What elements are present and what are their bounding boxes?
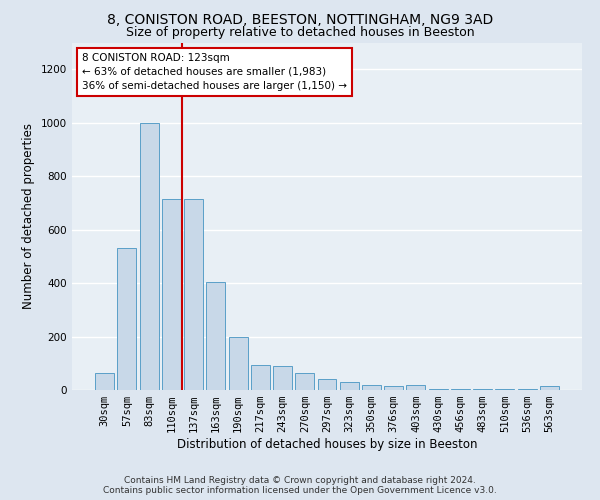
Text: 8 CONISTON ROAD: 123sqm
← 63% of detached houses are smaller (1,983)
36% of semi: 8 CONISTON ROAD: 123sqm ← 63% of detache… [82,53,347,91]
Bar [540,386,559,390]
Bar [95,372,114,390]
Bar [273,366,292,390]
Bar [496,388,514,390]
X-axis label: Distribution of detached houses by size in Beeston: Distribution of detached houses by size … [177,438,477,451]
Bar [118,248,136,390]
Y-axis label: Number of detached properties: Number of detached properties [22,123,35,309]
Text: 8, CONISTON ROAD, BEESTON, NOTTINGHAM, NG9 3AD: 8, CONISTON ROAD, BEESTON, NOTTINGHAM, N… [107,12,493,26]
Text: Size of property relative to detached houses in Beeston: Size of property relative to detached ho… [125,26,475,39]
Bar [229,336,248,390]
Bar [317,380,337,390]
Bar [384,386,403,390]
Bar [473,388,492,390]
Bar [362,384,381,390]
Bar [295,372,314,390]
Bar [251,364,270,390]
Bar [406,384,425,390]
Bar [518,388,536,390]
Bar [429,388,448,390]
Bar [340,382,359,390]
Bar [162,199,181,390]
Bar [140,122,158,390]
Bar [184,199,203,390]
Text: Contains HM Land Registry data © Crown copyright and database right 2024.
Contai: Contains HM Land Registry data © Crown c… [103,476,497,495]
Bar [206,282,225,390]
Bar [451,388,470,390]
